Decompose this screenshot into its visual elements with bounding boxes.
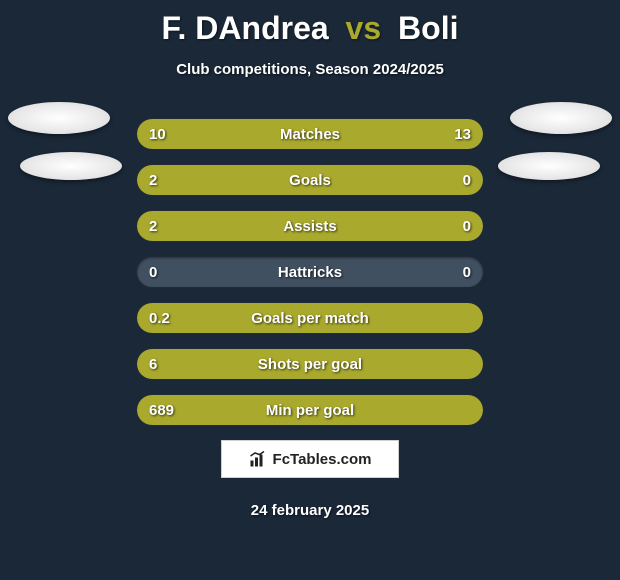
stat-fill-left bbox=[137, 349, 483, 379]
stats-bars: 10 Matches 13 2 Goals 0 2 Assists 0 0 Ha… bbox=[136, 118, 484, 426]
stat-fill-right bbox=[275, 119, 483, 149]
stat-row-goals: 2 Goals 0 bbox=[136, 164, 484, 196]
chart-icon bbox=[249, 450, 267, 468]
vs-label: vs bbox=[346, 10, 382, 46]
date-label: 24 february 2025 bbox=[0, 502, 620, 519]
subtitle: Club competitions, Season 2024/2025 bbox=[0, 61, 620, 78]
player1-avatar bbox=[8, 102, 110, 134]
player2-club-badge bbox=[498, 152, 600, 180]
stat-value-right: 0 bbox=[463, 257, 471, 287]
player2-avatar bbox=[510, 102, 612, 134]
stat-row-min-per-goal: 689 Min per goal bbox=[136, 394, 484, 426]
stat-fill-left bbox=[137, 395, 483, 425]
player1-name: F. DAndrea bbox=[162, 10, 329, 46]
stat-value-left: 0 bbox=[149, 257, 157, 287]
comparison-title: F. DAndrea vs Boli bbox=[0, 0, 620, 47]
branding-text: FcTables.com bbox=[273, 451, 372, 468]
stat-row-assists: 2 Assists 0 bbox=[136, 210, 484, 242]
stat-row-matches: 10 Matches 13 bbox=[136, 118, 484, 150]
stat-fill-left bbox=[137, 165, 400, 195]
stat-label: Hattricks bbox=[137, 257, 483, 287]
stat-fill-left bbox=[137, 303, 483, 333]
stat-fill-right bbox=[400, 211, 483, 241]
branding-box: FcTables.com bbox=[221, 440, 399, 478]
stat-row-shots-per-goal: 6 Shots per goal bbox=[136, 348, 484, 380]
stat-fill-left bbox=[137, 119, 275, 149]
player2-name: Boli bbox=[398, 10, 458, 46]
stat-row-goals-per-match: 0.2 Goals per match bbox=[136, 302, 484, 334]
player1-club-badge bbox=[20, 152, 122, 180]
stat-fill-left bbox=[137, 211, 400, 241]
stat-row-hattricks: 0 Hattricks 0 bbox=[136, 256, 484, 288]
stat-fill-right bbox=[400, 165, 483, 195]
